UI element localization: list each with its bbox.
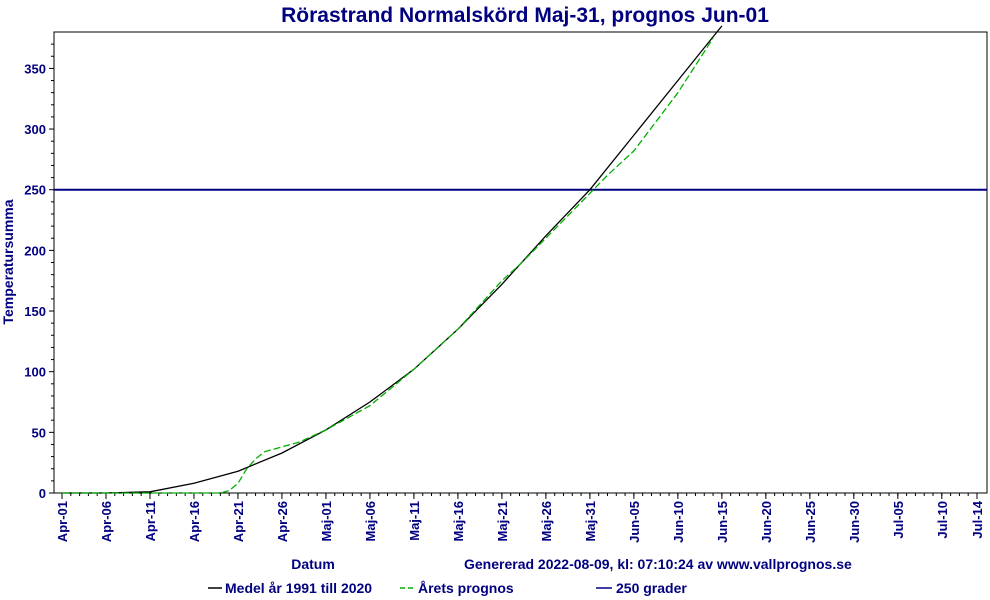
x-tick-label: Jun-05 xyxy=(627,501,642,543)
chart-title: Rörastrand Normalskörd Maj-31, prognos J… xyxy=(281,4,769,27)
x-tick-label: Jun-10 xyxy=(671,501,686,543)
y-tick-label: 250 xyxy=(24,183,46,198)
series-group xyxy=(54,25,987,494)
x-tick-label: Apr-21 xyxy=(231,501,246,542)
y-tick-label: 350 xyxy=(24,61,46,76)
x-tick-label: Jul-10 xyxy=(935,501,950,539)
x-tick-label: Apr-06 xyxy=(99,501,114,542)
generated-note: Genererad 2022-08-09, kl: 07:10:24 av ww… xyxy=(464,556,852,572)
x-tick-label: Jun-15 xyxy=(715,501,730,543)
x-tick-label: Jun-20 xyxy=(759,501,774,543)
y-tick-label: 300 xyxy=(24,122,46,137)
x-axis: Apr-01 Apr-06 Apr-11 Apr-16 Apr-21 Apr-26 Maj-… xyxy=(55,493,985,543)
y-axis: 0 50 100 150 200 250 300 350 xyxy=(24,43,54,501)
plot-area xyxy=(53,31,988,494)
y-axis-label: Temperatursumma xyxy=(0,199,16,324)
legend-label-250: 250 grader xyxy=(616,580,687,596)
series-line-medel xyxy=(62,25,723,494)
x-tick-label: Maj-06 xyxy=(363,501,378,541)
y-tick-label: 100 xyxy=(24,365,46,380)
x-tick-label: Maj-26 xyxy=(539,501,554,541)
y-tick-label: 0 xyxy=(39,486,46,501)
x-tick-label: Apr-26 xyxy=(275,501,290,542)
legend: Medel år 1991 till 2020 Årets prognos 25… xyxy=(208,580,687,596)
series-line-prognos xyxy=(62,37,714,494)
x-tick-label: Apr-11 xyxy=(143,501,158,541)
x-tick-label: Jun-25 xyxy=(803,501,818,543)
x-tick-label: Maj-16 xyxy=(451,501,466,541)
x-tick-label: Apr-16 xyxy=(187,501,202,542)
x-tick-label: Maj-31 xyxy=(583,501,598,541)
y-tick-label: 50 xyxy=(32,425,46,440)
legend-label-prognos: Årets prognos xyxy=(418,580,514,596)
y-tick-label: 150 xyxy=(24,304,46,319)
x-tick-label: Maj-01 xyxy=(319,501,334,541)
legend-label-medel: Medel år 1991 till 2020 xyxy=(225,580,372,596)
x-tick-label: Apr-01 xyxy=(55,501,70,542)
y-tick-label: 200 xyxy=(24,243,46,258)
x-tick-label: Maj-21 xyxy=(495,501,510,541)
x-axis-label: Datum xyxy=(291,556,335,572)
x-tick-label: Jun-30 xyxy=(847,501,862,543)
x-tick-label: Maj-11 xyxy=(407,501,422,541)
x-tick-label: Jul-14 xyxy=(970,500,985,538)
x-tick-label: Jul-05 xyxy=(891,501,906,539)
